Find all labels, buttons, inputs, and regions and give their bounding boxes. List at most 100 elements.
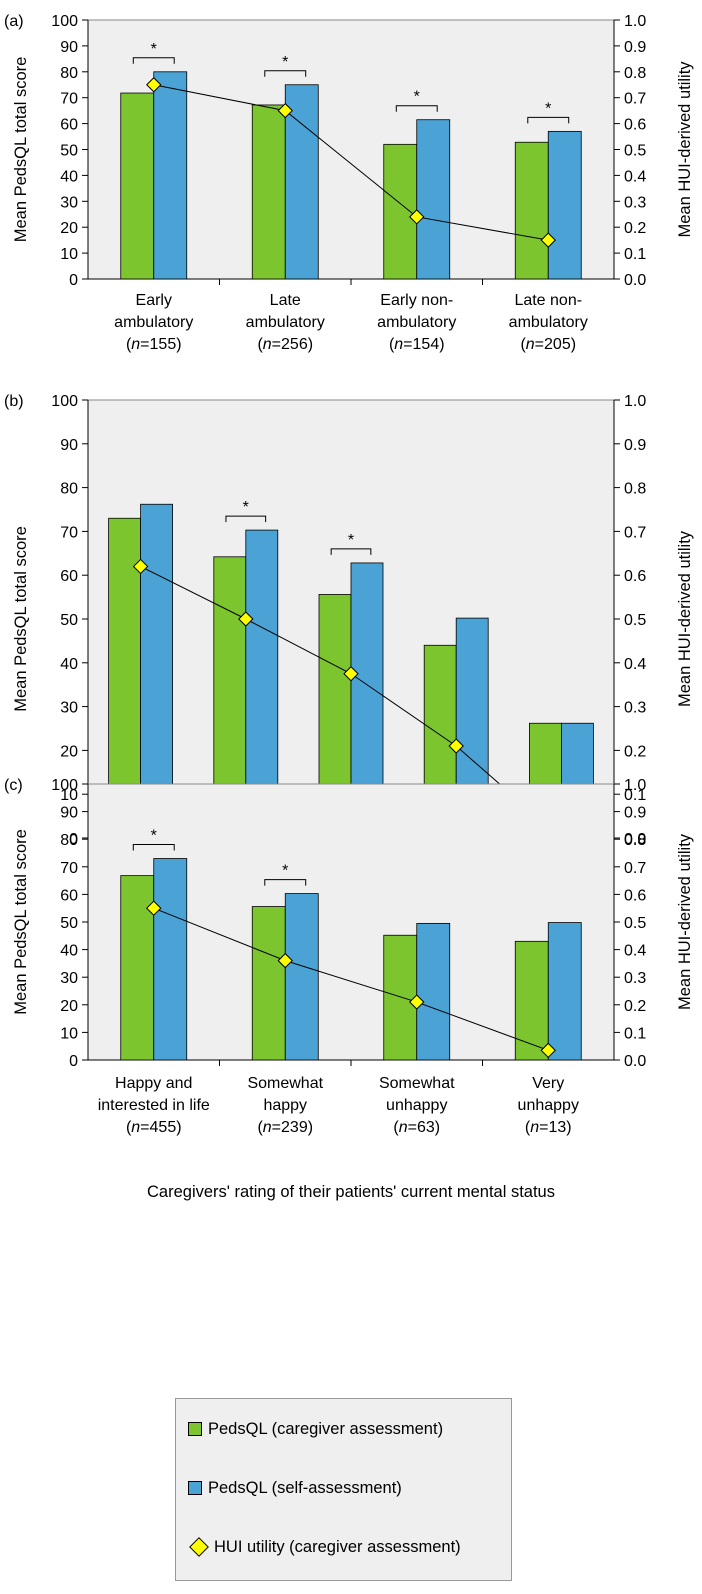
y-left-tick-label: 90 [60, 39, 78, 56]
y-left-tick-label: 100 [51, 777, 78, 794]
hui-line [153, 907, 549, 1051]
y-right-tick-label: 0.9 [624, 805, 646, 822]
y-left-tick-label: 50 [60, 915, 78, 932]
hui-point [146, 77, 162, 93]
x-category-n: (n=13) [525, 1119, 572, 1136]
x-category-label: unhappy [518, 1097, 579, 1114]
x-category-label: Early non- [380, 292, 453, 309]
y-right-tick-label: 0.3 [624, 970, 646, 987]
hui-point [540, 1042, 556, 1059]
chart-panel-a: 0 10 20 30 40 50 60 70 80 90 100 0.0 0.1 0.2 0.3 0.4 0.5… [4, 13, 694, 417]
y-left-tick-label: 50 [60, 143, 78, 160]
y-right-tick-label: 0.8 [624, 65, 646, 82]
hui-point [409, 994, 425, 1010]
hui-point [132, 558, 149, 575]
y-left-tick-label: 60 [60, 117, 78, 134]
significance-marker: * [243, 499, 249, 516]
y-right-tick-label: 1.0 [624, 777, 646, 794]
legend-label-hui: HUI utility (caregiver assessment) [214, 1537, 461, 1556]
y-right-tick-label: 0.5 [624, 612, 646, 629]
bar-caregiver [251, 104, 286, 280]
y-right-tick-label: 0.1 [624, 246, 646, 263]
bar-self [416, 922, 451, 1061]
x-category-label: ambulatory [377, 314, 456, 331]
y-left-tick-label: 20 [60, 998, 78, 1015]
x-category-label: Somewhat [379, 1075, 455, 1092]
y-right-tick-label: 0.0 [624, 831, 646, 848]
hui-point [146, 900, 162, 916]
x-category-label: Late non- [514, 292, 582, 309]
x-category-n: (n=63) [393, 1119, 440, 1136]
y-right-tick-label: 0.2 [624, 743, 646, 760]
x-category-label: Early [136, 292, 172, 309]
legend-diamond-hui [189, 1537, 209, 1557]
y-left-tick-label: 40 [60, 943, 78, 960]
y-left-tick-label: 0 [69, 272, 78, 289]
x-category-label: Very [532, 1075, 564, 1092]
y-right-tick-label: 0.2 [624, 998, 646, 1015]
x-category-label: unhappy [386, 1097, 447, 1114]
significance-bracket [527, 116, 570, 124]
significance-marker: * [151, 828, 157, 845]
panel-label: (c) [4, 777, 23, 794]
y-left-tick-label: 20 [60, 743, 78, 760]
y-right-tick-label: 0.3 [624, 700, 646, 717]
y-left-tick-label: 40 [60, 656, 78, 673]
legend: PedsQL (caregiver assessment) PedsQL (se… [175, 1398, 512, 1581]
significance-bracket [132, 57, 175, 64]
bar-self [153, 71, 188, 280]
significance-marker: * [348, 532, 354, 549]
bar-self [153, 858, 188, 1061]
y-left-tick-label: 90 [60, 805, 78, 822]
y-left-tick-label: 90 [60, 437, 78, 454]
x-category-label: Late [270, 292, 301, 309]
y-right-tick-label: 0.7 [624, 860, 646, 877]
legend-label-self: PedsQL (self-assessment) [208, 1478, 402, 1497]
y-right-tick-label: 0.1 [624, 787, 646, 804]
legend-swatch-self [188, 1481, 202, 1495]
y-right-tick-label: 0.7 [624, 524, 646, 541]
bar-self [140, 503, 174, 839]
bar-self [284, 84, 319, 280]
significance-marker: * [282, 863, 288, 880]
y-left-tick-label: 50 [60, 612, 78, 629]
y-axis-left-title: Mean PedsQL total score [12, 526, 30, 712]
bar-caregiver [514, 141, 549, 280]
y-axis-right-title: Mean HUI-derived utility [676, 61, 694, 238]
x-category-n: (n=205) [520, 336, 576, 353]
bar-caregiver [383, 934, 418, 1061]
hui-point [343, 666, 359, 682]
significance-bracket [132, 844, 175, 851]
bar-caregiver [514, 940, 549, 1061]
hui-point [238, 611, 254, 627]
significance-bracket [330, 548, 372, 555]
y-right-tick-label: 0.5 [624, 143, 646, 160]
y-left-tick-label: 80 [60, 65, 78, 82]
legend-item-caregiver: PedsQL (caregiver assessment) [188, 1417, 443, 1441]
hui-point [277, 102, 293, 119]
bar-caregiver [120, 92, 155, 280]
y-right-tick-label: 0.4 [624, 656, 646, 673]
y-axis-left-title: Mean PedsQL total score [12, 829, 30, 1015]
y-right-tick-label: 0.1 [624, 1025, 646, 1042]
x-category-label: ambulatory [509, 314, 588, 331]
y-right-tick-label: 0.5 [624, 915, 646, 932]
y-right-tick-label: 0.6 [624, 887, 646, 904]
hui-point [409, 209, 425, 225]
y-right-tick-label: 1.0 [624, 393, 646, 410]
y-left-tick-label: 30 [60, 700, 78, 717]
y-left-tick-label: 80 [60, 832, 78, 849]
significance-marker: * [282, 54, 288, 71]
y-right-tick-label: 0.4 [624, 168, 646, 185]
y-left-tick-label: 70 [60, 91, 78, 108]
y-right-tick-label: 0.6 [624, 117, 646, 134]
y-right-tick-label: 0.0 [624, 272, 646, 289]
significance-marker: * [414, 89, 420, 106]
hui-point [540, 232, 556, 248]
legend-swatch-caregiver [188, 1422, 202, 1436]
bar-self [547, 922, 582, 1061]
x-category-label: Happy and [115, 1075, 192, 1092]
x-axis-title: Caregivers' rating of their patients' cu… [147, 1183, 555, 1201]
x-category-label: happy [263, 1097, 307, 1114]
